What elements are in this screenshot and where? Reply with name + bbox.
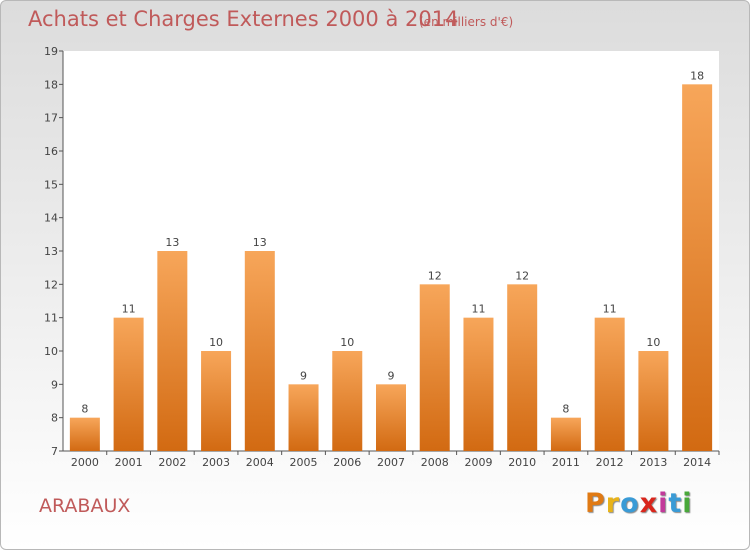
bar-value-label: 12 [515, 269, 529, 282]
logo-letter: i [682, 488, 693, 519]
bar [69, 417, 100, 451]
y-tick-label: 7 [51, 445, 58, 458]
x-tick-label: 2001 [115, 456, 143, 469]
x-tick-label: 2000 [71, 456, 99, 469]
bar [113, 317, 144, 451]
x-tick-label: 2007 [377, 456, 405, 469]
bar-value-label: 11 [603, 303, 617, 316]
y-tick-label: 16 [44, 145, 58, 158]
x-tick-label: 2004 [246, 456, 274, 469]
y-tick-label: 17 [44, 112, 58, 125]
chart-title: Achats et Charges Externes 2000 à 2014 [28, 7, 459, 31]
x-tick-label: 2013 [639, 456, 667, 469]
logo-letter: i [658, 488, 669, 519]
bar-value-label: 12 [428, 269, 442, 282]
y-tick-label: 19 [44, 45, 58, 58]
y-tick-label: 15 [44, 178, 58, 191]
x-tick-label: 2008 [421, 456, 449, 469]
bar [550, 417, 581, 451]
logo-letter: P [585, 488, 606, 519]
y-tick-label: 13 [44, 245, 58, 258]
y-tick-label: 18 [44, 78, 58, 91]
y-tick-label: 12 [44, 278, 58, 291]
y-tick-label: 8 [51, 412, 58, 425]
bar [201, 351, 232, 451]
bar [594, 317, 625, 451]
bar-value-label: 18 [690, 69, 704, 82]
bar [288, 384, 319, 451]
x-tick-label: 2011 [552, 456, 580, 469]
commune-name: ARABAUX [39, 495, 131, 517]
bar [463, 317, 494, 451]
bar-value-label: 11 [471, 303, 485, 316]
x-tick-label: 2003 [202, 456, 230, 469]
y-tick-label: 11 [44, 312, 58, 325]
x-tick-label: 2009 [464, 456, 492, 469]
bar-value-label: 10 [209, 336, 223, 349]
x-tick-label: 2002 [158, 456, 186, 469]
bar [638, 351, 669, 451]
x-tick-label: 2010 [508, 456, 536, 469]
logo-letter: r [605, 488, 621, 519]
bar-value-label: 10 [646, 336, 660, 349]
bar-value-label: 8 [81, 403, 88, 416]
bar [376, 384, 406, 451]
bar [244, 251, 275, 451]
x-tick-label: 2014 [683, 456, 711, 469]
chart-subtitle: (en milliers d'€) [419, 15, 514, 29]
bar-value-label: 11 [122, 303, 136, 316]
bar [682, 84, 713, 451]
bar-value-label: 13 [165, 236, 179, 249]
y-tick-label: 10 [44, 345, 58, 358]
bar [332, 351, 363, 451]
logo-letter: o [620, 488, 640, 519]
y-tick-label: 9 [51, 378, 58, 391]
logo-letter: x [639, 488, 659, 519]
bar-value-label: 8 [562, 403, 569, 416]
bar-value-label: 10 [340, 336, 354, 349]
x-tick-label: 2006 [333, 456, 361, 469]
proxiti-logo: Proxiti [585, 488, 693, 519]
bar-value-label: 9 [388, 369, 395, 382]
y-tick-label: 14 [44, 212, 58, 225]
bar-value-label: 9 [300, 369, 307, 382]
bar [419, 284, 450, 451]
bar [157, 251, 188, 451]
logo-letter: t [668, 488, 683, 519]
bar-value-label: 13 [253, 236, 267, 249]
bar [507, 284, 538, 451]
x-tick-label: 2012 [596, 456, 624, 469]
x-tick-label: 2005 [290, 456, 318, 469]
